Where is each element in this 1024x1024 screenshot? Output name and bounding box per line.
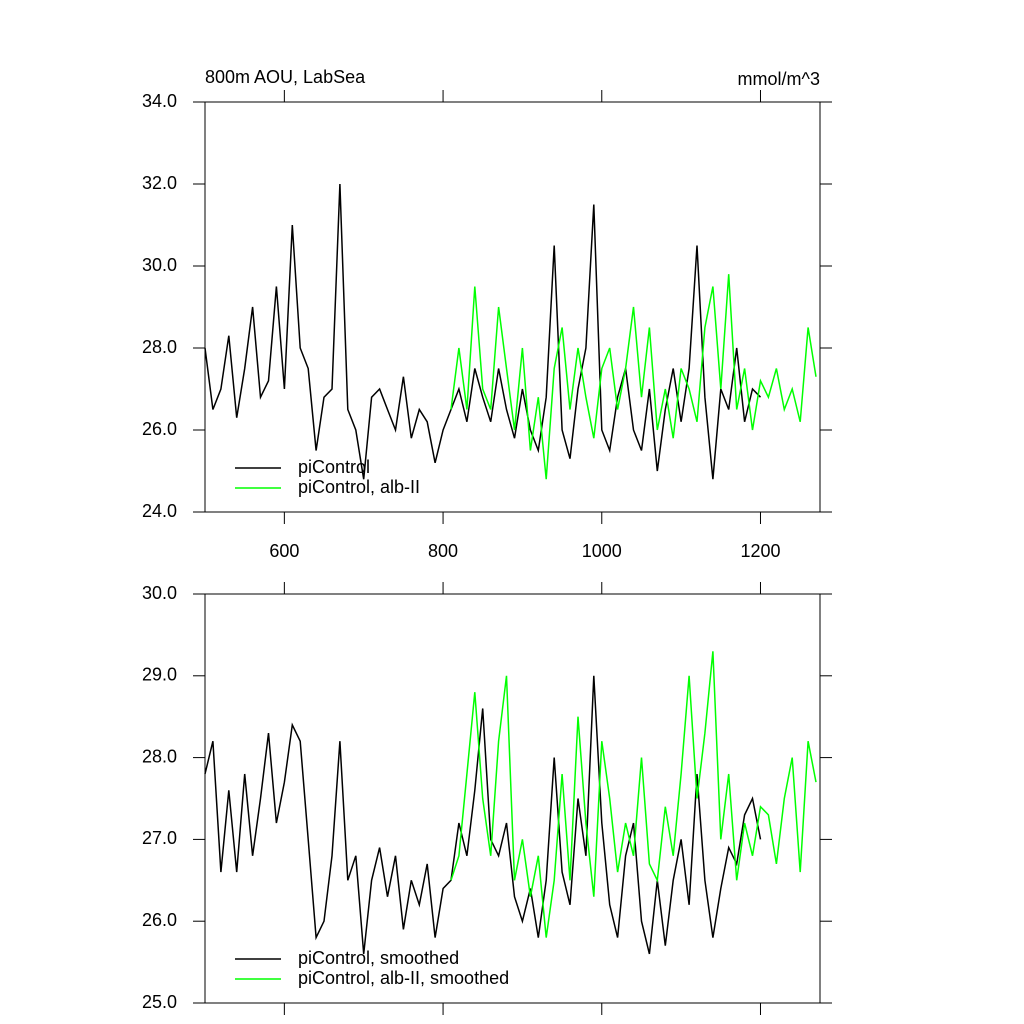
series-line	[450, 651, 817, 938]
y-tick-label: 26.0	[142, 419, 177, 439]
y-tick-label: 32.0	[142, 173, 177, 193]
y-tick-label: 28.0	[142, 746, 177, 766]
plot-frame	[204, 593, 821, 1004]
y-tick-label: 34.0	[142, 91, 177, 111]
y-tick-label: 27.0	[142, 828, 177, 848]
y-tick-label: 28.0	[142, 337, 177, 357]
legend-label: piControl, alb-II, smoothed	[298, 968, 509, 988]
units-label: mmol/m^3	[738, 69, 820, 89]
x-tick-label: 1000	[582, 541, 622, 561]
x-tick-label: 1200	[740, 541, 780, 561]
legend-label: piControl, smoothed	[298, 948, 459, 968]
y-tick-label: 30.0	[142, 255, 177, 275]
y-tick-label: 26.0	[142, 910, 177, 930]
legend-label: piControl	[298, 457, 370, 477]
y-tick-label: 29.0	[142, 665, 177, 685]
x-tick-label: 600	[269, 541, 299, 561]
chart-title: 800m AOU, LabSea	[205, 67, 366, 87]
legend-label: piControl, alb-II	[298, 477, 420, 497]
plot-frame	[204, 101, 821, 513]
series-line	[204, 183, 762, 480]
y-tick-label: 30.0	[142, 583, 177, 603]
series-line	[204, 675, 762, 955]
y-tick-label: 25.0	[142, 992, 177, 1012]
y-tick-label: 24.0	[142, 501, 177, 521]
x-tick-label: 800	[428, 541, 458, 561]
series-line	[450, 274, 817, 480]
